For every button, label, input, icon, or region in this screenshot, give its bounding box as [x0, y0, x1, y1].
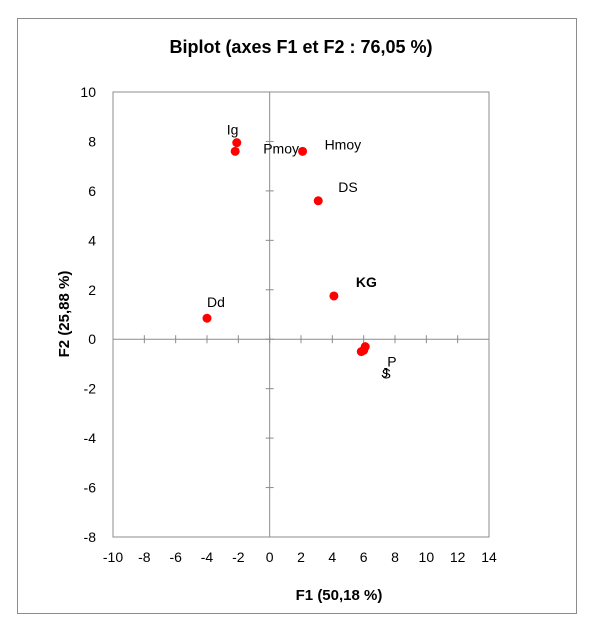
x-axis-title: F1 (50,18 %) — [296, 587, 383, 604]
x-tick-label: 12 — [450, 549, 466, 565]
y-tick-label: -4 — [84, 430, 97, 446]
x-tick-label: 14 — [481, 549, 497, 565]
point-label: J — [381, 365, 388, 381]
data-point — [202, 313, 212, 323]
point-label: P — [387, 354, 396, 370]
data-point — [232, 138, 242, 148]
chart-frame — [17, 18, 577, 614]
x-tick-label: 10 — [419, 549, 435, 565]
x-tick-label: 8 — [391, 549, 399, 565]
point-label: Pmoy — [263, 140, 299, 156]
y-tick-label: 0 — [88, 331, 96, 347]
y-tick-label: -2 — [84, 381, 97, 397]
chart-title: Biplot (axes F1 et F2 : 76,05 %) — [169, 37, 432, 57]
axes — [112, 91, 490, 538]
x-tick-label: -2 — [232, 549, 245, 565]
data-point — [298, 146, 308, 156]
data-point — [329, 291, 339, 301]
point-label: KG — [356, 274, 377, 290]
point-label: Dd — [207, 294, 225, 310]
x-tick-label: 4 — [328, 549, 336, 565]
point-label: DS — [338, 179, 357, 195]
x-tick-label: 6 — [360, 549, 368, 565]
x-tick-label: -6 — [169, 549, 182, 565]
point-label: S — [382, 365, 391, 381]
y-tick-label: 8 — [88, 133, 96, 149]
x-tick-label: -10 — [103, 549, 123, 565]
x-tick-label: -8 — [138, 549, 151, 565]
y-tick-label: 2 — [88, 282, 96, 298]
y-tick-label: 4 — [88, 232, 96, 248]
data-point — [313, 196, 323, 206]
point-label: Ig — [227, 122, 239, 138]
plot-area — [112, 91, 490, 538]
x-tick-label: 2 — [297, 549, 305, 565]
y-tick-label: -6 — [84, 480, 97, 496]
y-tick-label: -8 — [84, 529, 97, 545]
x-tick-label: -4 — [201, 549, 214, 565]
y-tick-label: 10 — [80, 84, 96, 100]
point-label: Hmoy — [325, 136, 362, 152]
point-labels: Ig Pmoy Hmoy DS KG Dd PJS — [207, 122, 397, 382]
y-tick-label: 6 — [88, 183, 96, 199]
tick-labels: -10 -8 -6 -4 -2 0 2 4 6 8 10 12 14 -8 -6 -4 -2 0 2 4 6 8 10 — [80, 84, 497, 565]
x-tick-label: 0 — [266, 549, 274, 565]
data-points — [202, 138, 370, 357]
data-point — [230, 146, 240, 156]
y-axis-title: F2 (25,88 %) — [56, 271, 73, 358]
data-point — [359, 345, 369, 355]
